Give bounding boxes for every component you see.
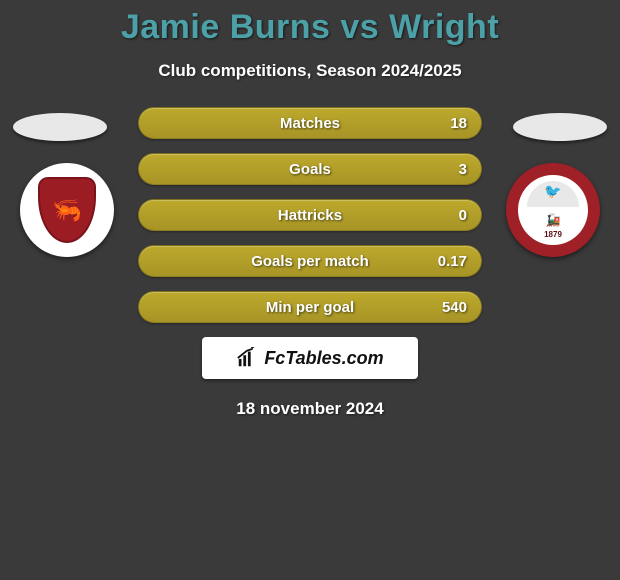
page-subtitle: Club competitions, Season 2024/2025 xyxy=(0,61,620,81)
chart-icon xyxy=(236,347,258,369)
stat-value-right: 18 xyxy=(450,108,467,138)
stat-value-right: 540 xyxy=(442,292,467,322)
shield-icon: 🦐 xyxy=(38,177,96,243)
stat-bar: Goals per match0.17 xyxy=(138,245,482,277)
stat-bar: Matches18 xyxy=(138,107,482,139)
stat-bar: Goals3 xyxy=(138,153,482,185)
comparison-date: 18 november 2024 xyxy=(0,399,620,419)
brand-box[interactable]: FcTables.com xyxy=(202,337,418,379)
stat-value-right: 0 xyxy=(459,200,467,230)
stat-label: Matches xyxy=(139,108,481,138)
stat-label: Goals xyxy=(139,154,481,184)
page-title: Jamie Burns vs Wright xyxy=(0,0,620,47)
stat-value-right: 0.17 xyxy=(438,246,467,276)
stat-bar: Min per goal540 xyxy=(138,291,482,323)
player-right-ellipse xyxy=(513,113,607,141)
stat-value-right: 3 xyxy=(459,154,467,184)
club-crest-right: 🐦 🚂 1879 xyxy=(506,163,600,257)
crest-year: 1879 xyxy=(544,230,562,239)
stat-label: Goals per match xyxy=(139,246,481,276)
stat-bar: Hattricks0 xyxy=(138,199,482,231)
brand-text: FcTables.com xyxy=(264,348,383,369)
shrimp-icon: 🦐 xyxy=(52,196,82,225)
comparison-area: 🦐 🐦 🚂 1879 Matches18 Goals3 Hattricks0 Goal… xyxy=(0,107,620,323)
stat-label: Hattricks xyxy=(139,200,481,230)
stat-label: Min per goal xyxy=(139,292,481,322)
player-left-ellipse xyxy=(13,113,107,141)
bird-icon: 🐦 xyxy=(544,183,561,200)
crest-inner: 🐦 🚂 1879 xyxy=(518,175,588,245)
train-icon: 🚂 xyxy=(546,213,561,227)
stat-bars: Matches18 Goals3 Hattricks0 Goals per match… xyxy=(138,107,482,323)
club-crest-left: 🦐 xyxy=(20,163,114,257)
